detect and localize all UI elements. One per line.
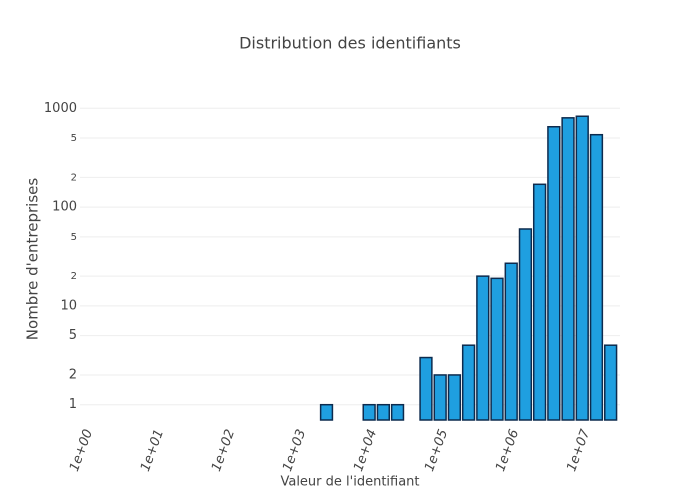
- y-tick-label: 2: [71, 271, 77, 282]
- bar: [419, 356, 433, 421]
- bar: [390, 403, 405, 421]
- bar: [476, 275, 490, 421]
- x-tick-label: 1e+04: [351, 427, 380, 473]
- x-tick-label: 1e+03: [280, 427, 309, 473]
- bar: [532, 183, 547, 421]
- bar: [461, 344, 476, 421]
- bar: [504, 262, 518, 421]
- x-tick-label: 1e+01: [138, 427, 167, 473]
- y-tick-label: 100: [52, 200, 77, 215]
- bar: [447, 374, 462, 421]
- y-tick-label: 2: [71, 172, 77, 183]
- x-tick-label: 1e+05: [422, 427, 451, 473]
- bar: [547, 125, 561, 421]
- y-tick-label: 5: [71, 133, 77, 144]
- bar: [575, 115, 589, 421]
- y-tick-label: 5: [71, 232, 77, 243]
- bar: [433, 374, 447, 421]
- bar: [376, 403, 391, 421]
- bar: [604, 344, 618, 421]
- y-tick-label: 1: [69, 397, 77, 412]
- x-tick-label: 1e+00: [67, 427, 96, 473]
- x-tick-label: 1e+02: [209, 427, 238, 473]
- bar: [362, 403, 376, 421]
- chart-title: Distribution des identifiants: [239, 34, 461, 53]
- y-tick-label: 2: [69, 367, 77, 382]
- bar: [589, 133, 604, 421]
- y-tick-label: 10: [60, 298, 77, 313]
- x-tick-label: 1e+06: [493, 427, 522, 473]
- x-axis-title: Valeur de l'identifiant: [280, 475, 419, 490]
- y-tick-label: 1000: [44, 101, 77, 116]
- bar: [319, 403, 334, 421]
- bar: [518, 228, 533, 421]
- bar: [490, 277, 504, 421]
- bar: [561, 117, 575, 421]
- x-tick-label: 1e+07: [564, 427, 593, 474]
- y-axis-title: Nombre d'entreprises: [24, 178, 42, 341]
- y-tick-label: 5: [69, 328, 77, 343]
